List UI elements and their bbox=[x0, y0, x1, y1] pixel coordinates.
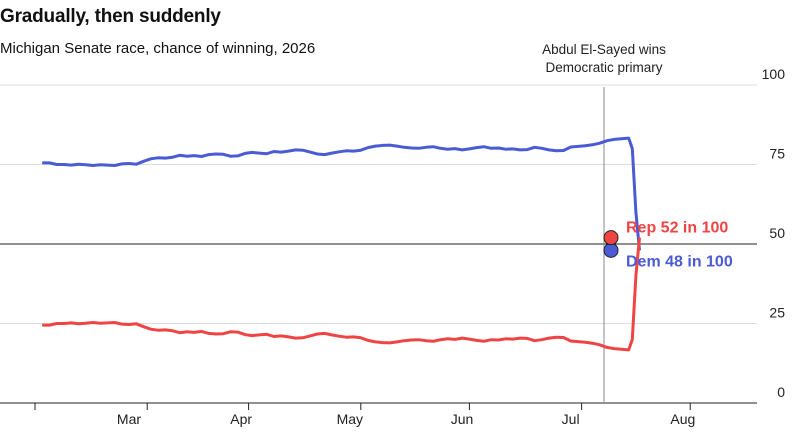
end-dot-rep bbox=[603, 230, 619, 246]
y-tick-label-75: 75 bbox=[769, 146, 785, 162]
y-tick-label-25: 25 bbox=[769, 305, 785, 321]
annotation-text-line-2: Democratic primary bbox=[545, 60, 662, 75]
x-tick-label-apr: Apr bbox=[230, 411, 252, 427]
y-tick-label-100: 100 bbox=[762, 66, 786, 82]
x-tick-label-may: May bbox=[337, 411, 363, 427]
x-tick-label-aug: Aug bbox=[670, 411, 695, 427]
y-tick-label-50: 50 bbox=[769, 225, 785, 241]
chart-title: Gradually, then suddenly bbox=[0, 6, 221, 27]
annotation-text-line-1: Abdul El-Sayed wins bbox=[542, 42, 666, 57]
y-tick-label-0: 0 bbox=[777, 384, 785, 400]
end-label-dem: Dem 48 in 100 bbox=[626, 253, 733, 270]
x-tick-label-jul: Jul bbox=[562, 411, 580, 427]
end-dot-dem bbox=[603, 242, 619, 258]
series-line-dem bbox=[42, 136, 641, 251]
x-tick-label-mar: Mar bbox=[117, 411, 141, 427]
series-line-rep bbox=[42, 237, 641, 352]
end-label-rep: Rep 52 in 100 bbox=[626, 220, 728, 237]
chart-subtitle: Michigan Senate race, chance of winning,… bbox=[0, 40, 316, 57]
x-tick-label-jun: Jun bbox=[451, 411, 474, 427]
